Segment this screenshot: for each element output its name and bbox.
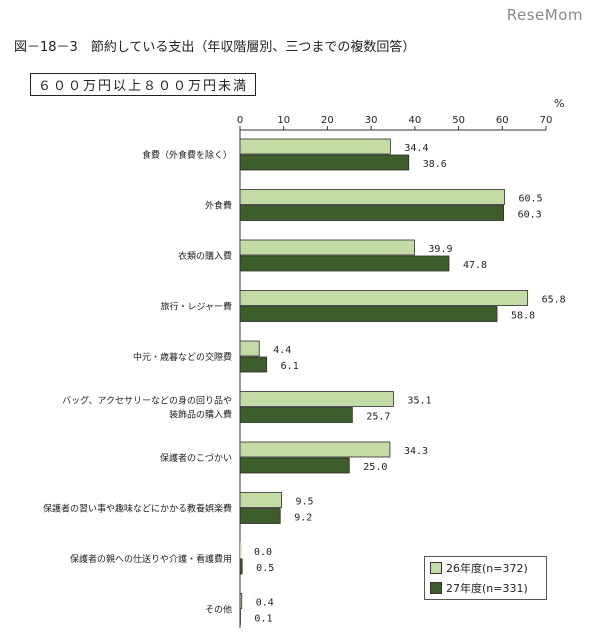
data-label: 0.4 — [256, 598, 274, 609]
category-label: 保護者のこづかい — [160, 452, 232, 464]
legend-label-2014: 26年度(n=372) — [446, 562, 528, 575]
legend-item-2015: 27年度(n=331) — [430, 579, 546, 597]
category-label: その他 — [205, 604, 232, 616]
bar-2014 — [239, 290, 529, 306]
x-tick-label: 50 — [452, 115, 465, 126]
bar-2014 — [239, 239, 415, 256]
bar-2014 — [239, 492, 282, 508]
bar-2015 — [239, 154, 410, 171]
data-label: 35.1 — [407, 396, 431, 407]
figure-title: 図－18－3 節約している支出（年収階層別、三つまでの複数回答） — [14, 40, 416, 55]
category-label: 中元・歳暮などの交際費 — [133, 351, 232, 363]
bar-2015 — [239, 205, 504, 221]
x-tick-label: 70 — [540, 115, 553, 126]
category-label: 食費（外食費を除く） — [142, 149, 232, 161]
data-label: 0.5 — [256, 563, 274, 574]
category-label: 保護者の習い事や趣味などにかかる教養娯楽費 — [43, 503, 232, 515]
data-label: 58.8 — [511, 311, 535, 322]
data-label: 0.1 — [254, 614, 272, 625]
bar-2014 — [239, 189, 505, 205]
bar-2015 — [239, 457, 350, 474]
x-tick-label: 40 — [408, 115, 421, 126]
category-label: バッグ、アクセサリーなどの身の回り品や — [62, 395, 232, 407]
category-label: 外食費 — [205, 200, 232, 212]
data-label: 60.5 — [518, 194, 542, 205]
bar-2015 — [239, 407, 353, 423]
bar-2015 — [239, 255, 450, 272]
data-label: 9.2 — [294, 513, 312, 524]
watermark-logo: ReseMom — [506, 6, 583, 24]
x-tick-label: 10 — [277, 115, 290, 126]
bar-2014 — [239, 138, 391, 155]
data-label: 0.0 — [254, 547, 272, 558]
axis-unit-label: % — [554, 97, 565, 110]
legend-item-2014: 26年度(n=372) — [430, 559, 546, 577]
bar-2014 — [239, 441, 391, 458]
data-label: 34.3 — [404, 446, 428, 457]
x-tick-label: 20 — [321, 115, 334, 126]
data-label: 39.9 — [428, 244, 452, 255]
bar-2015 — [239, 508, 281, 524]
category-label: 保護者の親への仕送りや介護・看護費用 — [70, 553, 232, 565]
data-label: 25.0 — [363, 462, 387, 473]
bar-2014 — [239, 340, 260, 357]
bar-2015 — [239, 558, 243, 575]
legend-label-2015: 27年度(n=331) — [446, 582, 528, 595]
bar-2014 — [239, 593, 243, 609]
category-label: 衣類の購入費 — [178, 250, 232, 262]
data-label: 47.8 — [463, 260, 487, 271]
bar-2014 — [240, 543, 242, 558]
category-label: 装飾品の購入費 — [169, 409, 232, 421]
data-label: 4.4 — [273, 345, 291, 356]
bar-2015 — [239, 306, 498, 322]
data-label: 34.4 — [404, 143, 428, 154]
data-label: 6.1 — [281, 361, 299, 372]
bar-2014 — [239, 391, 394, 407]
legend: 26年度(n=372) 27年度(n=331) — [424, 556, 547, 600]
data-label: 9.5 — [296, 497, 314, 508]
data-label: 38.6 — [423, 159, 447, 170]
x-tick-label: 30 — [365, 115, 378, 126]
x-tick-label: 0 — [237, 115, 243, 126]
legend-swatch-2014 — [430, 562, 442, 574]
legend-swatch-2015 — [430, 582, 442, 594]
data-label: 25.7 — [366, 412, 390, 423]
data-label: 60.3 — [518, 210, 542, 221]
category-label: 旅行・レジャー費 — [160, 301, 232, 313]
bar-2015 — [239, 356, 268, 373]
x-tick-label: 60 — [496, 115, 509, 126]
data-label: 65.8 — [542, 295, 566, 306]
income-band-label: ６００万円以上８００万円未満 — [30, 73, 257, 96]
